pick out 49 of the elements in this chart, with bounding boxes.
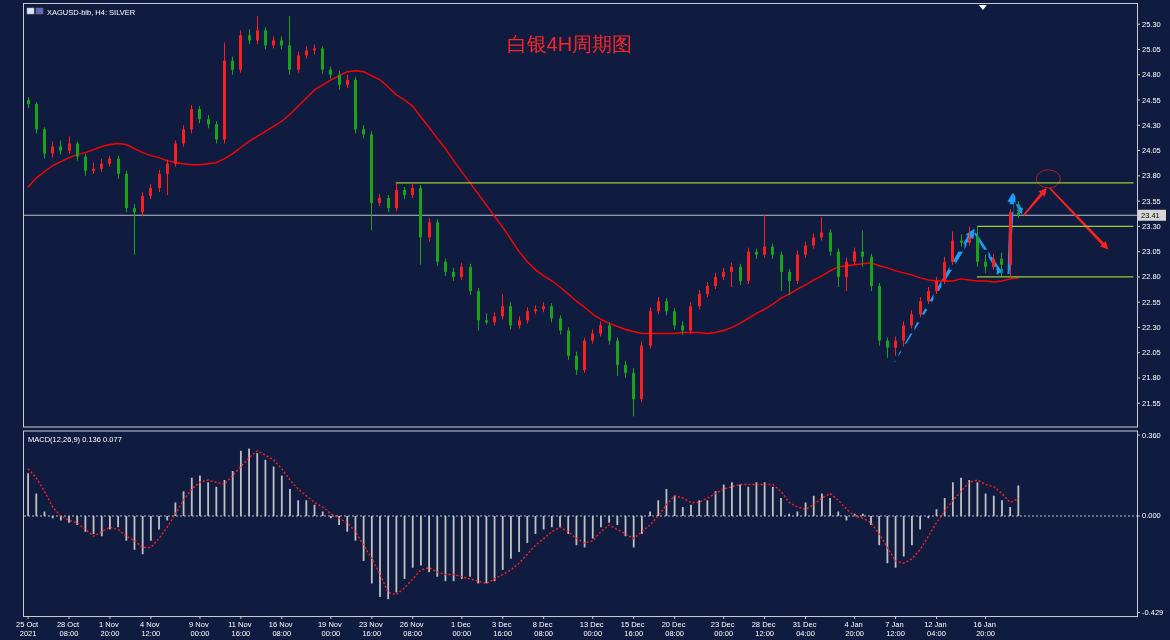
candlestick <box>902 320 905 348</box>
candlestick <box>133 203 136 256</box>
candlestick <box>559 314 562 336</box>
candlestick <box>231 56 234 76</box>
candlestick <box>886 337 889 359</box>
candlestick <box>763 213 766 259</box>
candlestick <box>788 268 791 296</box>
candlestick <box>698 289 701 310</box>
candlestick <box>256 15 259 45</box>
candlestick <box>673 307 676 330</box>
candlestick <box>730 262 733 288</box>
candlestick <box>141 191 144 217</box>
candlestick <box>509 301 512 330</box>
candlestick <box>395 182 398 212</box>
candlestick <box>780 251 783 292</box>
candlestick <box>845 257 848 292</box>
candlestick <box>861 229 864 268</box>
candlestick <box>829 228 832 257</box>
candlestick <box>264 26 267 50</box>
candlestick <box>84 153 87 177</box>
candlestick <box>894 336 897 357</box>
candlestick <box>166 159 169 196</box>
candlestick <box>338 70 341 91</box>
candlestick <box>190 104 193 134</box>
candlestick <box>550 302 553 323</box>
candlestick <box>428 217 431 243</box>
text: 白银4H周期图 <box>506 33 633 55</box>
candlestick <box>321 45 324 75</box>
candlestick <box>575 351 578 376</box>
candlestick <box>501 293 504 320</box>
candlestick <box>1000 252 1003 277</box>
candlestick <box>910 309 913 329</box>
candlestick <box>960 233 963 248</box>
candlestick <box>297 51 300 74</box>
candlestick <box>951 230 954 266</box>
candlestick <box>76 140 79 162</box>
candlestick <box>158 169 161 193</box>
candlestick <box>919 296 922 318</box>
candlestick <box>215 120 218 144</box>
candlestick <box>984 254 987 274</box>
candlestick <box>608 321 611 346</box>
candlestick <box>968 225 971 247</box>
candlestick <box>117 155 120 180</box>
candlestick <box>739 263 742 286</box>
candlestick <box>943 256 946 285</box>
candlestick <box>182 124 185 148</box>
candlestick <box>820 216 823 242</box>
candlestick <box>174 139 177 168</box>
candlestick <box>313 43 316 56</box>
